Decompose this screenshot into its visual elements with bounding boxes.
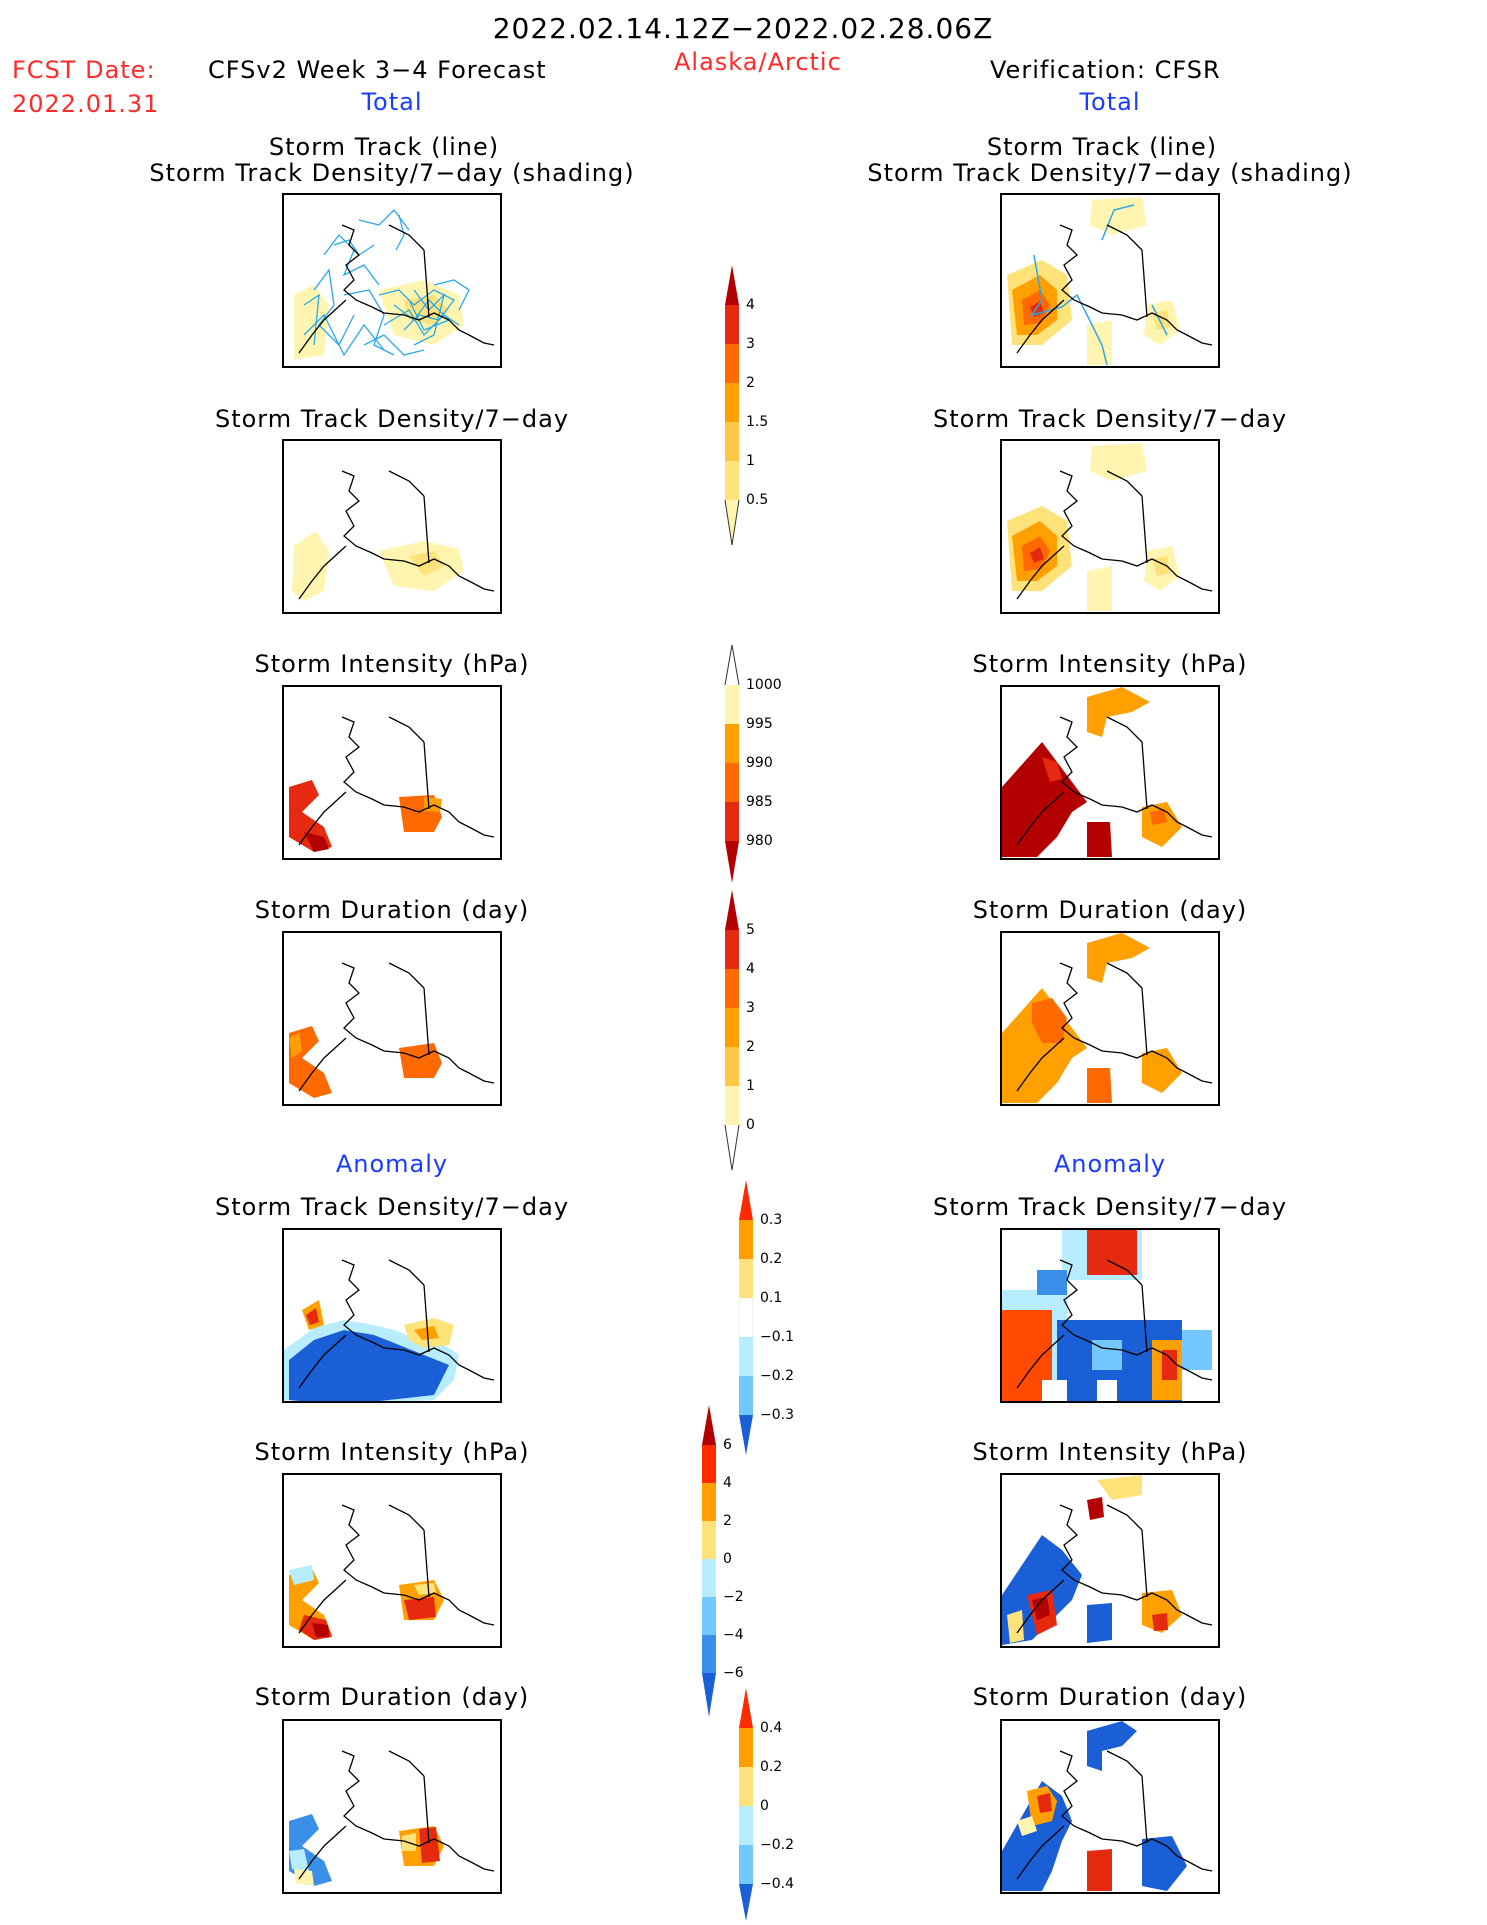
duration-anom-tick-2: 0 [760,1798,769,1814]
intensity-colorbar: 1000 995 990 985 980 [722,644,802,885]
duration-colorbar: 5 4 3 2 1 0 [722,890,802,1175]
vf-duration-map [1000,931,1220,1106]
date-range-title: 2022.02.14.12Z−2022.02.28.06Z [492,12,994,45]
vf-duration-title: Storm Duration (day) [972,896,1248,924]
intensity-tick-3: 985 [746,794,773,810]
fcst-date-value: 2022.01.31 [12,90,160,118]
fc-intensity-title: Storm Intensity (hPa) [254,650,530,678]
intensity-anom-tick-5: −4 [723,1627,744,1643]
fc-duration-anomaly-map [282,1719,502,1894]
fc-track-shading-title: Storm Track Density/7−day (shading) [149,159,635,187]
density-anom-tick-1: 0.2 [760,1251,782,1267]
intensity-anom-tick-6: −6 [723,1665,744,1681]
fc-duration-title: Storm Duration (day) [254,896,530,924]
intensity-tick-2: 990 [746,755,773,771]
verification-total-label: Total [1079,88,1141,116]
intensity-tick-0: 1000 [746,677,782,693]
fc-density-title: Storm Track Density/7−day [214,405,570,433]
density-tick-1: 3 [746,336,755,352]
duration-tick-1: 4 [746,961,755,977]
vf-track-shading-title: Storm Track Density/7−day (shading) [867,159,1353,187]
density-anom-tick-5: −0.3 [760,1407,794,1423]
duration-tick-0: 5 [746,922,755,938]
vf-density-map [1000,439,1220,614]
vf-track-line-map [1000,193,1220,368]
intensity-anom-tick-1: 4 [723,1475,732,1491]
duration-tick-4: 1 [746,1078,755,1094]
model-title: CFSv2 Week 3−4 Forecast [208,56,547,84]
intensity-tick-1: 995 [746,716,773,732]
vf-density-anom-title: Storm Track Density/7−day [932,1193,1288,1221]
intensity-tick-4: 980 [746,833,773,849]
vf-intensity-anom-title: Storm Intensity (hPa) [972,1438,1248,1466]
fc-intensity-anom-title: Storm Intensity (hPa) [254,1438,530,1466]
density-tick-3: 1.5 [746,414,768,430]
duration-anomaly-colorbar: 0.4 0.2 0 −0.2 −0.4 [736,1688,816,1923]
fc-intensity-map [282,685,502,860]
duration-anom-tick-3: −0.2 [760,1837,794,1853]
forecast-total-label: Total [361,88,423,116]
duration-anom-tick-1: 0.2 [760,1759,782,1775]
fc-density-anomaly-map [282,1228,502,1403]
fc-track-line-title: Storm Track (line) [268,133,500,161]
vf-intensity-anomaly-map [1000,1473,1220,1648]
density-tick-0: 4 [746,297,755,313]
intensity-anom-tick-2: 2 [723,1513,732,1529]
duration-tick-2: 3 [746,1000,755,1016]
intensity-anom-tick-0: 6 [723,1437,732,1453]
vf-density-title: Storm Track Density/7−day [932,405,1288,433]
intensity-anom-tick-3: 0 [723,1551,732,1567]
fc-anomaly-label: Anomaly [335,1150,449,1178]
density-tick-2: 2 [746,375,755,391]
duration-tick-3: 2 [746,1039,755,1055]
fc-density-map [282,439,502,614]
duration-anom-tick-4: −0.4 [760,1876,794,1892]
density-colorbar: 4 3 2 1.5 1 0.5 [722,265,802,546]
density-anom-tick-2: 0.1 [760,1290,782,1306]
density-anom-tick-0: 0.3 [760,1212,782,1228]
fc-duration-map [282,931,502,1106]
fcst-date-label: FCST Date: [12,56,156,84]
density-anom-tick-4: −0.2 [760,1368,794,1384]
region-title: Alaska/Arctic [674,48,842,76]
vf-intensity-map [1000,685,1220,860]
fc-track-line-map [282,193,502,368]
fc-duration-anom-title: Storm Duration (day) [254,1683,530,1711]
vf-intensity-title: Storm Intensity (hPa) [972,650,1248,678]
vf-duration-anom-title: Storm Duration (day) [972,1683,1248,1711]
fc-intensity-anomaly-map [282,1473,502,1648]
vf-duration-anomaly-map [1000,1719,1220,1894]
vf-density-anomaly-map [1000,1228,1220,1403]
vf-track-line-title: Storm Track (line) [986,133,1218,161]
intensity-anom-tick-4: −2 [723,1589,744,1605]
density-anomaly-colorbar: 0.3 0.2 0.1 −0.1 −0.2 −0.3 [736,1180,816,1460]
density-tick-4: 1 [746,453,755,469]
fc-density-anom-title: Storm Track Density/7−day [214,1193,570,1221]
density-tick-5: 0.5 [746,492,768,508]
duration-anom-tick-0: 0.4 [760,1720,782,1736]
density-anom-tick-3: −0.1 [760,1329,794,1345]
verification-title: Verification: CFSR [990,56,1221,84]
vf-anomaly-label: Anomaly [1053,1150,1167,1178]
intensity-anomaly-colorbar: 6 4 2 0 −2 −4 −6 [699,1405,779,1725]
duration-tick-5: 0 [746,1117,755,1133]
